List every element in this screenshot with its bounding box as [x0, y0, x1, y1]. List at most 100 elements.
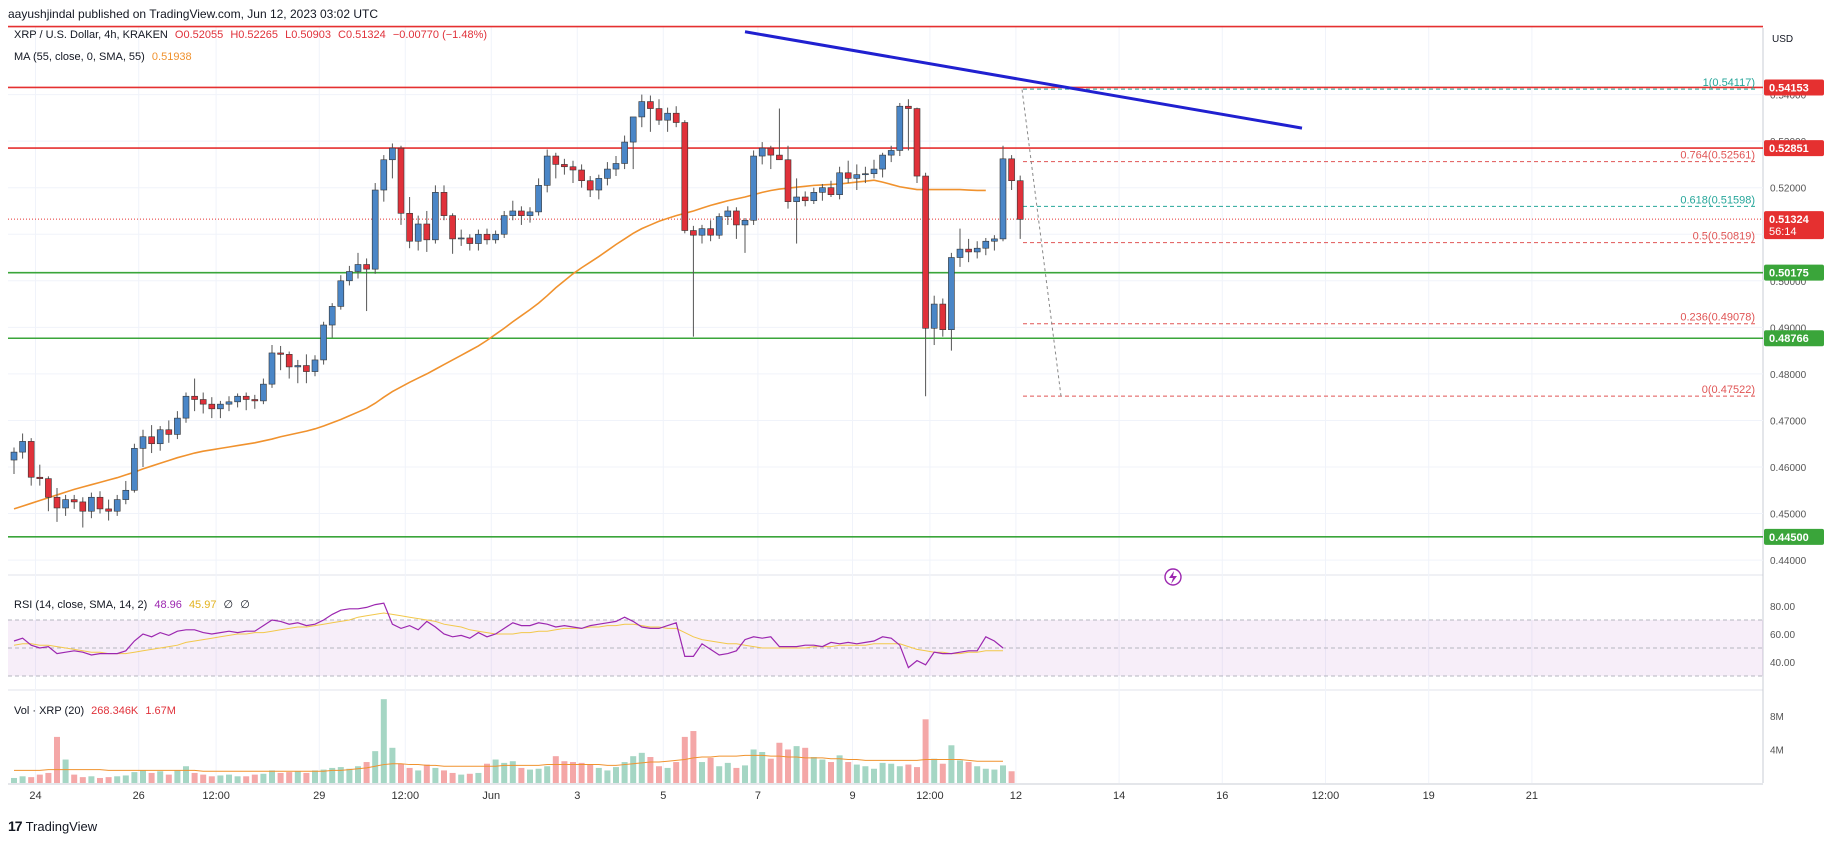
candle-body	[199, 399, 207, 405]
volume-bar	[131, 772, 138, 783]
rsi-legend-label[interactable]: RSI (14, close, SMA, 14, 2)	[14, 599, 148, 611]
volume-bar	[742, 765, 748, 783]
symbol-title[interactable]: XRP / U.S. Dollar, 4h, KRAKEN	[14, 29, 168, 41]
volume-bar	[406, 767, 413, 783]
volume-bar	[931, 758, 938, 783]
candle-body	[956, 248, 964, 258]
volume-bar	[595, 767, 602, 783]
candle-body	[320, 324, 327, 361]
candle-body	[922, 175, 929, 329]
candle	[191, 378, 198, 412]
volume-bar	[544, 766, 551, 783]
y-tick-label: 0.47000	[1770, 416, 1807, 427]
volume-bar	[269, 770, 275, 783]
candle-body	[328, 306, 336, 326]
candle	[234, 393, 241, 408]
candle-body	[836, 172, 843, 195]
tradingview-brand: TradingView	[25, 818, 98, 834]
volume-bar	[879, 762, 886, 783]
volume-bar	[251, 774, 258, 783]
volume-bar	[157, 771, 164, 783]
candle	[664, 107, 671, 132]
candle-body	[681, 122, 689, 231]
candle-body	[870, 168, 878, 175]
candle-body	[414, 223, 422, 242]
event-marker-bolt	[1169, 571, 1177, 584]
ma-legend-label[interactable]: MA (55, close, 0, SMA, 55)	[14, 51, 145, 63]
y-tick-label: 0.44000	[1770, 556, 1807, 567]
volume-bar	[948, 745, 955, 783]
volume-bar	[320, 769, 327, 783]
y-tick-label: 0.45000	[1770, 510, 1807, 521]
candle-body	[285, 354, 293, 368]
tradingview-logo[interactable]: 17 TradingView	[8, 818, 97, 834]
candle-body	[10, 451, 18, 461]
rsi-tick-label: 40.00	[1770, 658, 1795, 669]
x-tick-label: 7	[755, 790, 761, 802]
candle	[217, 400, 224, 419]
candle	[423, 210, 431, 252]
vol-ma-legend-value: 1.67M	[145, 705, 176, 717]
candle-body	[268, 352, 276, 385]
volume-bar	[552, 756, 559, 783]
candle	[801, 191, 809, 207]
candle	[939, 298, 947, 337]
candle-body	[294, 365, 302, 368]
candle	[870, 159, 878, 179]
volume-bar	[965, 762, 972, 783]
price-label-text: 0.48766	[1769, 333, 1809, 345]
candle-body	[930, 303, 938, 329]
y-tick-label: 0.52000	[1770, 184, 1807, 195]
candle	[509, 200, 517, 221]
vol-legend-label[interactable]: Vol · XRP (20)	[14, 705, 85, 717]
volume-bar	[423, 764, 430, 783]
y-tick-label: 0.54000	[1770, 91, 1807, 102]
candle	[724, 206, 732, 225]
candle	[79, 497, 87, 528]
candle-body	[70, 499, 78, 503]
candle-body	[887, 150, 895, 156]
candle-body	[139, 436, 147, 449]
volume-bar	[208, 776, 215, 783]
price-label-text: 0.50175	[1769, 268, 1809, 280]
price-label-text: 0.44500	[1769, 532, 1809, 544]
candle-body	[698, 228, 706, 236]
candle	[165, 420, 173, 443]
volume-bar	[346, 768, 353, 783]
candle	[320, 321, 327, 365]
candle	[604, 162, 611, 186]
volume-bar	[226, 774, 232, 783]
candle	[655, 99, 663, 125]
fib-level-label: 1(0.54117)	[1703, 77, 1755, 89]
candle-body	[346, 271, 353, 282]
candle	[53, 487, 61, 522]
candle	[251, 394, 259, 409]
candle-body	[655, 108, 663, 121]
candle-body	[767, 147, 775, 156]
candle	[105, 499, 112, 521]
y-tick-label: 0.50000	[1770, 277, 1807, 288]
volume-bar	[699, 762, 705, 783]
candle	[500, 210, 508, 238]
candle-body	[647, 101, 654, 109]
volume-bar	[647, 757, 654, 783]
candle-body	[62, 499, 69, 509]
published-by: aayushjindal published on TradingView.co…	[8, 7, 379, 21]
volume-bar	[939, 763, 946, 783]
x-tick-label: 24	[29, 790, 41, 802]
candle-body	[191, 395, 198, 400]
candle-body	[638, 101, 646, 118]
candle	[750, 150, 757, 225]
candle	[819, 183, 826, 201]
candle-body	[844, 172, 852, 179]
price-label-box	[1764, 264, 1824, 281]
rsi-legend-extra-1: ∅	[223, 599, 234, 611]
volume-bar	[905, 764, 912, 783]
volume-bar	[62, 759, 69, 783]
x-tick-label: 12	[1010, 790, 1022, 802]
rsi-tick-label: 60.00	[1770, 630, 1795, 641]
volume-bar	[492, 759, 499, 783]
volume-bar	[466, 773, 473, 783]
descending-trendline	[744, 30, 1303, 130]
